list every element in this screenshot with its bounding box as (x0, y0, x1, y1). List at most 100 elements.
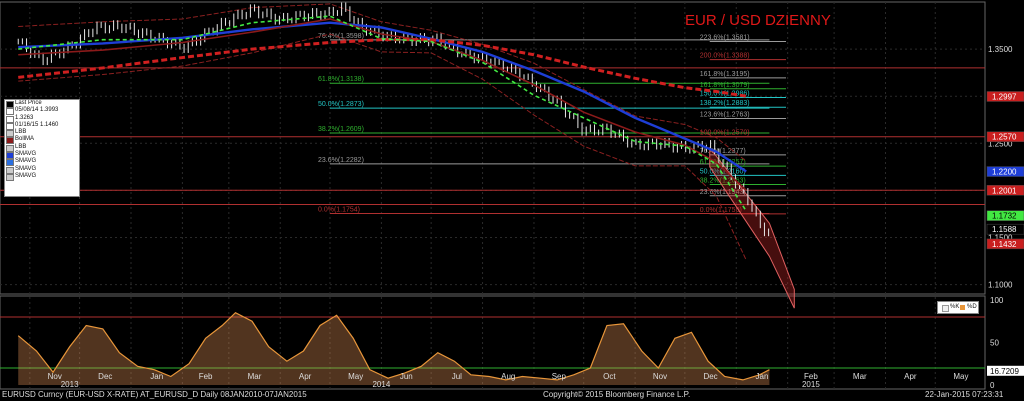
price-tag (986, 91, 1024, 102)
chart-title: EUR / USD DZIENNY (685, 12, 831, 29)
legend-swatch (6, 115, 14, 123)
price-tag (986, 223, 1024, 235)
legend-label: LBB (15, 143, 27, 150)
fib-extension-label: 223.6%(1.3581) (700, 34, 750, 41)
x-year-label: 2014 (372, 380, 390, 389)
copyright-label: Copyright© 2015 Bloomberg Finance L.P. (543, 390, 691, 399)
fib-level-label: 61.8%(1.3138) (318, 76, 364, 83)
legend-item: 05/08/14 1.3993 (5, 107, 79, 116)
legend-label: BollMA (15, 136, 35, 143)
legend-item: 01/16/15 1.1460 (5, 121, 79, 130)
x-month-label: May (348, 372, 363, 381)
x-month-label: Mar (853, 372, 867, 381)
fib-extension-label: 0.0%(1.1750) (700, 207, 742, 214)
moving-average-line (18, 18, 747, 191)
fib-level-label: 76.4%(1.3598) (318, 33, 364, 40)
y-tick-label: 1.1000 (988, 281, 1013, 290)
stoch-tick-label: 50 (990, 339, 999, 348)
legend-item: SMAVG (5, 151, 79, 160)
fib-extension-label: 200.0%(1.3388) (700, 53, 750, 60)
x-month-label: Mar (248, 372, 262, 381)
x-month-label: Apr (299, 372, 312, 381)
x-month-label: Jan (756, 372, 769, 381)
moving-average-line (18, 15, 747, 212)
x-month-label: Dec (703, 372, 717, 381)
fib-level-label: 23.6%(1.2282) (318, 157, 364, 164)
fib-extension-label: 50.0%(1.2160) (700, 168, 746, 175)
instrument-label: EURUSD Curncy (EUR-USD X-RATE) AT_EURUSD… (2, 390, 307, 399)
timestamp-label: 22-Jan-2015 07:23:31 (925, 390, 1004, 399)
price-tag-label: 1.1732 (992, 212, 1017, 221)
fib-extension-label: 161.8%(1.3079) (700, 82, 750, 89)
x-month-label: Dec (98, 372, 112, 381)
x-month-label: Oct (603, 372, 616, 381)
x-month-label: Feb (804, 372, 818, 381)
legend-swatch (6, 130, 14, 138)
stoch-k-swatch (942, 305, 949, 312)
legend-item: LBB (5, 129, 79, 138)
stoch-value-label: 16.7209 (990, 367, 1019, 376)
fib-extension-label: 38.2%(1.2063) (700, 177, 746, 184)
price-tag-label: 1.2570 (992, 133, 1017, 142)
x-month-label: Aug (501, 372, 515, 381)
fib-extension-label: 100.0%(1.2570) (700, 130, 750, 137)
fib-level-label: 50.0%(1.2873) (318, 101, 364, 108)
legend-swatch (6, 166, 14, 174)
y-tick-label: 1.3500 (988, 45, 1013, 54)
legend-box: Last Price 05/08/14 1.3993 1.3263 01/16/15 … (4, 99, 80, 197)
legend-item: 1.3263 (5, 114, 79, 123)
fib-extension-label: 138.2%(1.2883) (700, 100, 750, 107)
footer-bar: EURUSD Curncy (EUR-USD X-RATE) AT_EURUSD… (0, 389, 1024, 401)
legend-item: SMAVG (5, 165, 79, 174)
legend-label: Last Price (15, 100, 42, 106)
price-tag (986, 185, 1024, 196)
y-tick-label: 1.2500 (988, 139, 1013, 148)
fib-extension-label: 161.8%(1.3195) (700, 71, 750, 78)
x-month-label: Nov (653, 372, 667, 381)
legend-item: SMAVG (5, 172, 79, 181)
moving-average-line (18, 21, 747, 173)
legend-item: BollMA (5, 136, 79, 145)
stoch-d-label: %D (967, 304, 977, 310)
legend-label: SMAVG (15, 172, 37, 179)
price-tag-label: 1.2200 (992, 168, 1017, 177)
price-tag (986, 131, 1024, 142)
price-panel-frame (0, 1, 986, 295)
x-month-label: Jun (400, 372, 413, 381)
x-month-label: Apr (904, 372, 917, 381)
legend-label: SMAVG (15, 165, 37, 172)
fib-extension-label: 76.4%(1.2377) (700, 148, 746, 155)
legend-label: LBB (15, 129, 27, 136)
bollinger-upper-band (18, 3, 747, 162)
legend-swatch (6, 159, 14, 167)
price-tag-label: 1.1432 (992, 240, 1017, 249)
x-month-label: Jul (452, 372, 462, 381)
legend-label: SMAVG (15, 151, 37, 158)
price-tag-label: 1.2997 (992, 92, 1017, 101)
legend-label: SMAVG (15, 158, 37, 165)
legend-label: 01/16/15 1.1460 (15, 121, 59, 128)
x-year-label: 2015 (802, 380, 820, 389)
legend-label: 05/08/14 1.3993 (15, 107, 59, 114)
price-tag (986, 238, 1024, 250)
legend-item: SMAVG (5, 158, 79, 167)
price-tag (986, 166, 1024, 177)
legend-swatch (6, 108, 14, 116)
stoch-value-tag (987, 365, 1024, 376)
stoch-d-line (17, 312, 770, 381)
stoch-tick-label: 100 (990, 296, 1004, 305)
y-tick-label: 1.1500 (988, 233, 1013, 242)
x-month-label: Sep (552, 372, 567, 381)
bollinger-lower-band (18, 33, 747, 261)
stoch-d-swatch (960, 305, 965, 310)
price-tag (986, 210, 1024, 221)
fib-extension-label: 123.6%(1.2763) (700, 112, 750, 119)
x-month-label: Feb (199, 372, 213, 381)
fib-level-label: 0.0%(1.1754) (318, 207, 360, 214)
stoch-tick-label: 0 (990, 381, 995, 390)
stoch-legend: %K %D (937, 301, 979, 314)
legend-swatch (6, 173, 14, 181)
legend-label: 1.3263 (15, 114, 34, 121)
